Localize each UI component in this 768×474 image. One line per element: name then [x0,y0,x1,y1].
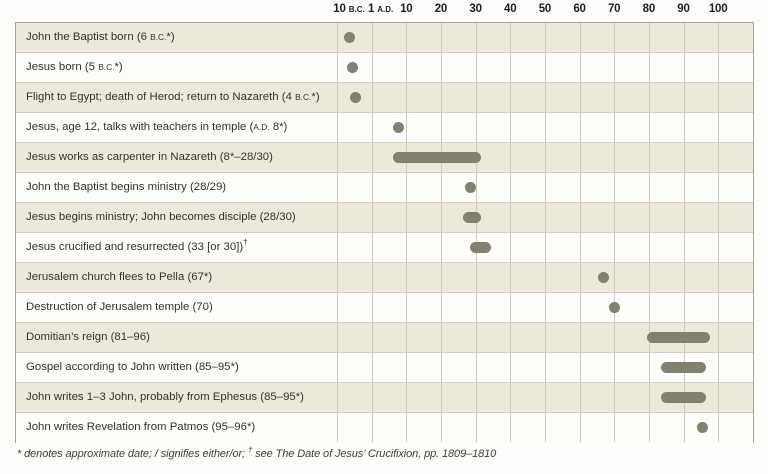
row-track [337,113,753,142]
event-marker-dot [350,92,362,103]
event-marker-bar [463,212,482,223]
event-marker-bar [470,242,492,253]
axis-tick: 10 [400,3,413,15]
event-marker-dot [608,302,620,313]
event-marker-dot [344,32,356,43]
row-label: Jesus begins ministry; John becomes disc… [26,211,296,223]
axis-tick: 60 [573,3,586,15]
row-label: Gospel according to John written (85–95*… [26,361,239,373]
event-marker-bar [660,362,707,373]
row-label: Jesus, age 12, talks with teachers in te… [26,121,288,133]
row-label: Jerusalem church flees to Pella (67*) [26,271,213,283]
axis-tick: 20 [434,3,448,15]
timeline-row: John writes 1–3 John, probably from Ephe… [16,383,753,413]
row-track [337,23,753,52]
timeline-row: John writes Revelation from Patmos (95–9… [16,413,753,443]
row-track [337,383,753,412]
row-track [337,293,753,322]
axis-tick: 40 [504,3,517,15]
timeline-row: Jesus crucified and resurrected (33 [or … [16,233,753,263]
timeline-row: Flight to Egypt; death of Herod; return … [16,83,753,113]
row-label: Jesus born (5 B.C.*) [26,61,123,73]
event-marker-bar [646,332,710,343]
timeline-row: Destruction of Jerusalem temple (70) [16,293,753,323]
event-marker-dot [598,272,610,283]
row-label: Jesus crucified and resurrected (33 [or … [26,238,248,253]
row-track [337,263,753,292]
axis-tick: 80 [642,3,656,15]
row-track [337,173,753,202]
event-marker-bar [393,152,482,163]
bc-smallcaps: B.C. [295,92,312,102]
timeline-row: John the Baptist born (6 B.C.*) [16,23,753,53]
row-label: Jesus works as carpenter in Nazareth (8*… [26,151,273,163]
axis-tick: 50 [538,3,552,15]
row-track [337,53,753,82]
row-track [337,323,753,352]
timeline-table: John the Baptist born (6 B.C.*) Jesus bor… [15,22,754,443]
dagger-footnote-marker: † [247,445,253,455]
row-label: John writes Revelation from Patmos (95–9… [26,421,256,433]
axis-tick: 10 B.C. [333,3,365,15]
time-axis: 10 B.C. 1 A.D. 10 20 30 40 50 60 70 80 90 100 [333,3,755,21]
timeline-row: Jesus born (5 B.C.*) [16,53,753,83]
event-marker-bar [660,392,707,403]
timeline-row: Domitian’s reign (81–96) [16,323,753,353]
row-track [337,233,753,262]
event-marker-dot [393,122,405,133]
bc-smallcaps: B.C. [150,32,167,42]
axis-tick: 70 [607,3,621,15]
timeline-row: Gospel according to John written (85–95*… [16,353,753,383]
axis-tick: 100 [708,3,728,15]
bc-smallcaps: B.C. [98,62,115,72]
event-marker-dot [697,422,709,433]
timeline-row: Jerusalem church flees to Pella (67*) [16,263,753,293]
row-track [337,143,753,172]
axis-tick: 30 [469,3,482,15]
row-track [337,353,753,382]
row-label: Flight to Egypt; death of Herod; return … [26,91,320,103]
timeline-row: Jesus begins ministry; John becomes disc… [16,203,753,233]
row-label: Domitian’s reign (81–96) [26,331,150,343]
row-track [337,203,753,232]
row-label: John the Baptist born (6 B.C.*) [26,31,175,43]
dagger-footnote-marker: † [243,238,248,248]
row-label: John writes 1–3 John, probably from Ephe… [26,391,304,403]
row-label: Destruction of Jerusalem temple (70) [26,301,213,313]
row-track [337,83,753,112]
axis-tick: 90 [677,3,690,15]
timeline-row: Jesus works as carpenter in Nazareth (8*… [16,143,753,173]
axis-tick: 1 A.D. [368,3,394,15]
footnote: * denotes approximate date; / signifies … [17,445,497,460]
event-marker-dot [347,62,359,73]
event-marker-dot [464,182,476,193]
ad-smallcaps: A.D. [253,122,270,132]
timeline-row: Jesus, age 12, talks with teachers in te… [16,113,753,143]
row-label: John the Baptist begins ministry (28/29) [26,181,227,193]
timeline-row: John the Baptist begins ministry (28/29) [16,173,753,203]
row-track [337,413,753,443]
